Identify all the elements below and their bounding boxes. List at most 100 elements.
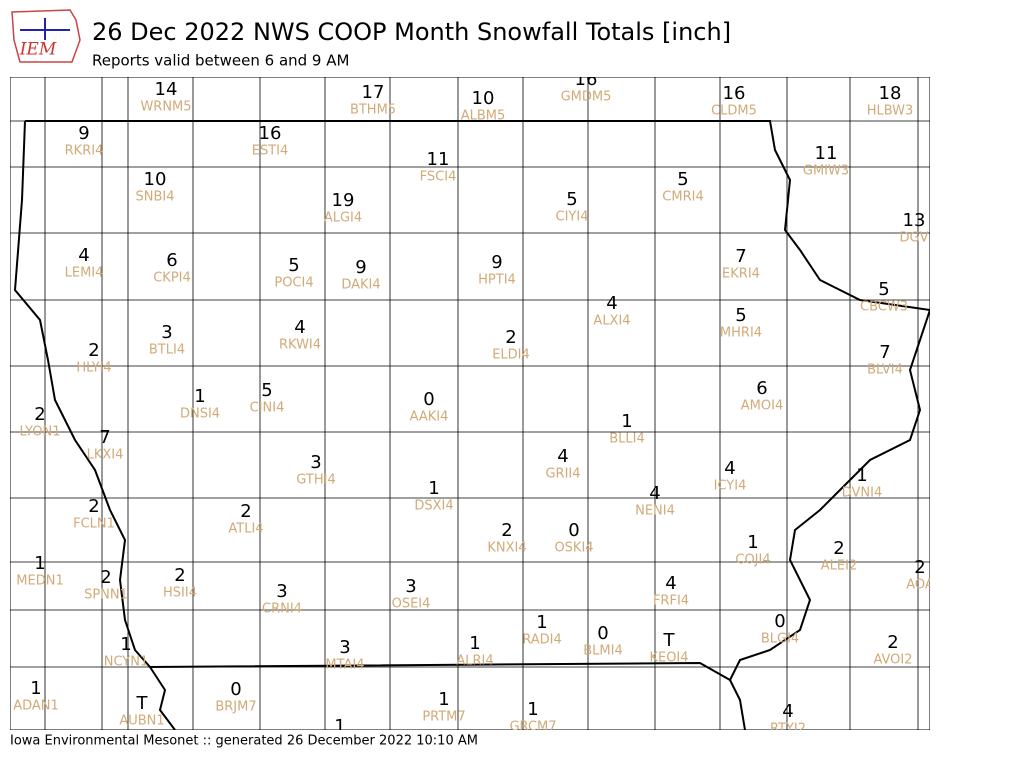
state-border [25, 120, 930, 311]
station-id: FSCI4 [420, 170, 457, 185]
station-value: T [136, 693, 149, 714]
station-id: GMDM5 [561, 90, 612, 105]
station-id: HSII4 [163, 586, 197, 601]
station-value: 4 [557, 446, 568, 467]
station-id: ELDI4 [492, 348, 530, 363]
station-value: 4 [782, 701, 793, 722]
station-id: RTYI2 [770, 722, 806, 737]
station-id: AMOI4 [741, 399, 783, 414]
station-value: 1 [536, 612, 547, 633]
station-id: DAKI4 [341, 278, 380, 293]
station-value: 5 [566, 189, 577, 210]
station-id: ALEI2 [821, 559, 857, 574]
station-value: 2 [174, 565, 185, 586]
station-value: 4 [294, 317, 305, 338]
station-id: MTAI4 [325, 658, 364, 673]
station-value: 10 [472, 88, 495, 109]
station-value: 4 [649, 483, 660, 504]
station-value: 2 [833, 538, 844, 559]
station-id: MEDN1 [16, 574, 63, 589]
station-id: GRCM7 [509, 720, 556, 735]
station-value: 2 [88, 496, 99, 517]
station-id: OSKI4 [554, 541, 593, 556]
station-value: 2 [88, 340, 99, 361]
station-value: 0 [568, 520, 579, 541]
station-id: ESTI4 [252, 144, 289, 159]
station-id: CIYI4 [556, 210, 589, 225]
station-value: 2 [505, 327, 516, 348]
station-value: 1 [438, 689, 449, 710]
station-value: 1 [621, 411, 632, 432]
station-id: AAKI4 [410, 410, 449, 425]
station-id: COJI4 [735, 553, 770, 568]
station-value: 3 [405, 576, 416, 597]
station-value: 4 [665, 573, 676, 594]
station-value: 1 [428, 478, 439, 499]
station-value: 16 [723, 83, 746, 104]
station-id: SNBI4 [136, 190, 175, 205]
station-value: 3 [339, 637, 350, 658]
station-id: FRFI4 [653, 594, 689, 609]
station-id: RKWI4 [279, 338, 321, 353]
station-value: 2 [34, 404, 45, 425]
subtitle: Reports valid between 6 and 9 AM [92, 52, 349, 70]
station-id: POCI4 [274, 276, 313, 291]
footer: Iowa Environmental Mesonet :: generated … [10, 734, 478, 749]
station-value: 14 [155, 79, 178, 100]
station-id: CLDM5 [711, 104, 757, 119]
station-id: AVOI2 [873, 653, 912, 668]
station-id: ATLI4 [228, 522, 263, 537]
station-value: 0 [597, 623, 608, 644]
station-value: 9 [355, 257, 366, 278]
station-id: ALRI4 [456, 654, 493, 669]
station-id: HLYI4 [76, 361, 111, 376]
station-value: 13 [903, 210, 926, 231]
station-id: ALBM5 [461, 109, 506, 124]
station-id: DSXI4 [414, 499, 453, 514]
station-id: MHRI4 [720, 326, 762, 341]
station-value: 6 [166, 250, 177, 271]
station-value: 5 [288, 255, 299, 276]
station-value: 2 [100, 567, 111, 588]
station: 1 [334, 716, 345, 730]
station-id: BLLI4 [609, 432, 645, 447]
station-value: 3 [161, 322, 172, 343]
station-value: 2 [501, 520, 512, 541]
station-id: AUBN1 [119, 714, 164, 729]
state-border [13, 120, 746, 730]
